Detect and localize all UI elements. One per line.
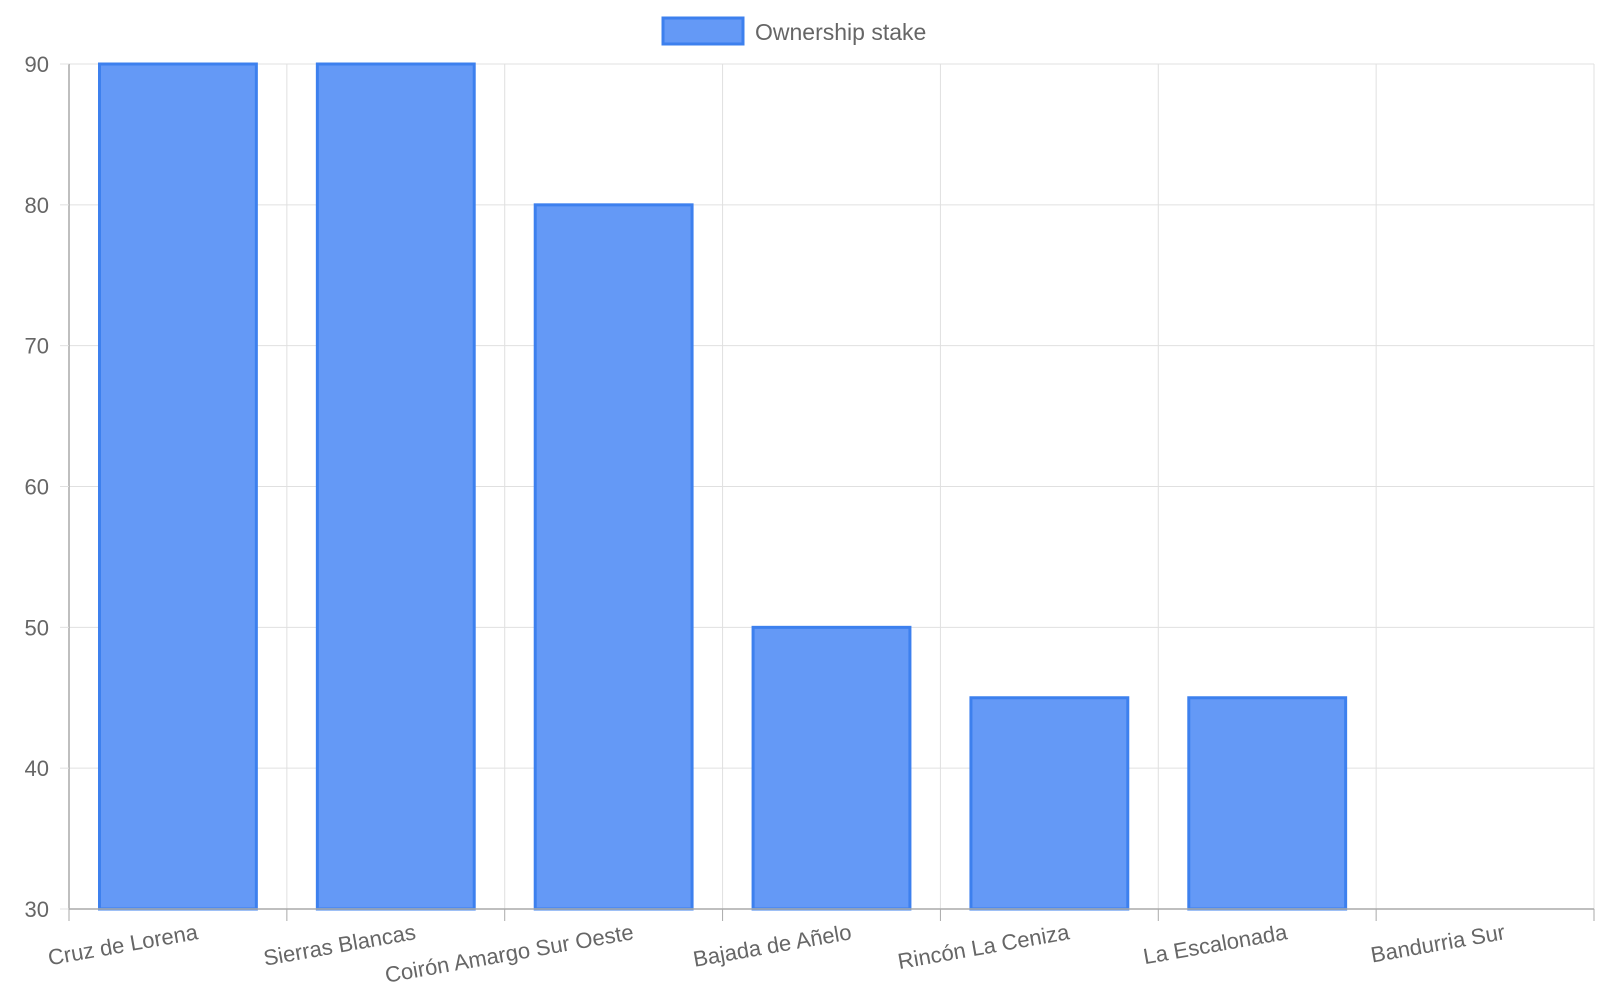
y-axis-ticks: 30 40 50 60 70 80 90 bbox=[25, 52, 69, 922]
xtick-label-2: Coirón Amargo Sur Oeste bbox=[383, 919, 635, 987]
xtick-label-4: Rincón La Ceniza bbox=[896, 919, 1072, 974]
xtick-label-5: La Escalonada bbox=[1141, 919, 1289, 969]
bar-3[interactable] bbox=[751, 625, 912, 911]
bars bbox=[98, 62, 1348, 911]
ytick-label-40: 40 bbox=[25, 756, 49, 781]
bar-0[interactable] bbox=[98, 62, 258, 911]
ytick-label-50: 50 bbox=[25, 615, 49, 640]
ytick-label-30: 30 bbox=[25, 897, 49, 922]
legend[interactable]: Ownership stake bbox=[661, 16, 926, 46]
bar-5[interactable] bbox=[1187, 696, 1348, 911]
ytick-label-60: 60 bbox=[25, 475, 49, 500]
legend-label-ownership-stake: Ownership stake bbox=[755, 19, 926, 45]
ytick-label-80: 80 bbox=[25, 193, 49, 218]
bar-2[interactable] bbox=[533, 203, 694, 911]
ytick-label-70: 70 bbox=[25, 334, 49, 359]
bar-1[interactable] bbox=[315, 62, 476, 911]
bar-4[interactable] bbox=[969, 696, 1130, 911]
xtick-label-6: Bandurria Sur bbox=[1369, 919, 1507, 967]
legend-swatch-ownership-stake bbox=[661, 16, 745, 46]
xtick-label-3: Bajada de Añelo bbox=[691, 919, 853, 971]
ytick-label-90: 90 bbox=[25, 52, 49, 77]
xtick-label-0: Cruz de Lorena bbox=[46, 919, 200, 970]
